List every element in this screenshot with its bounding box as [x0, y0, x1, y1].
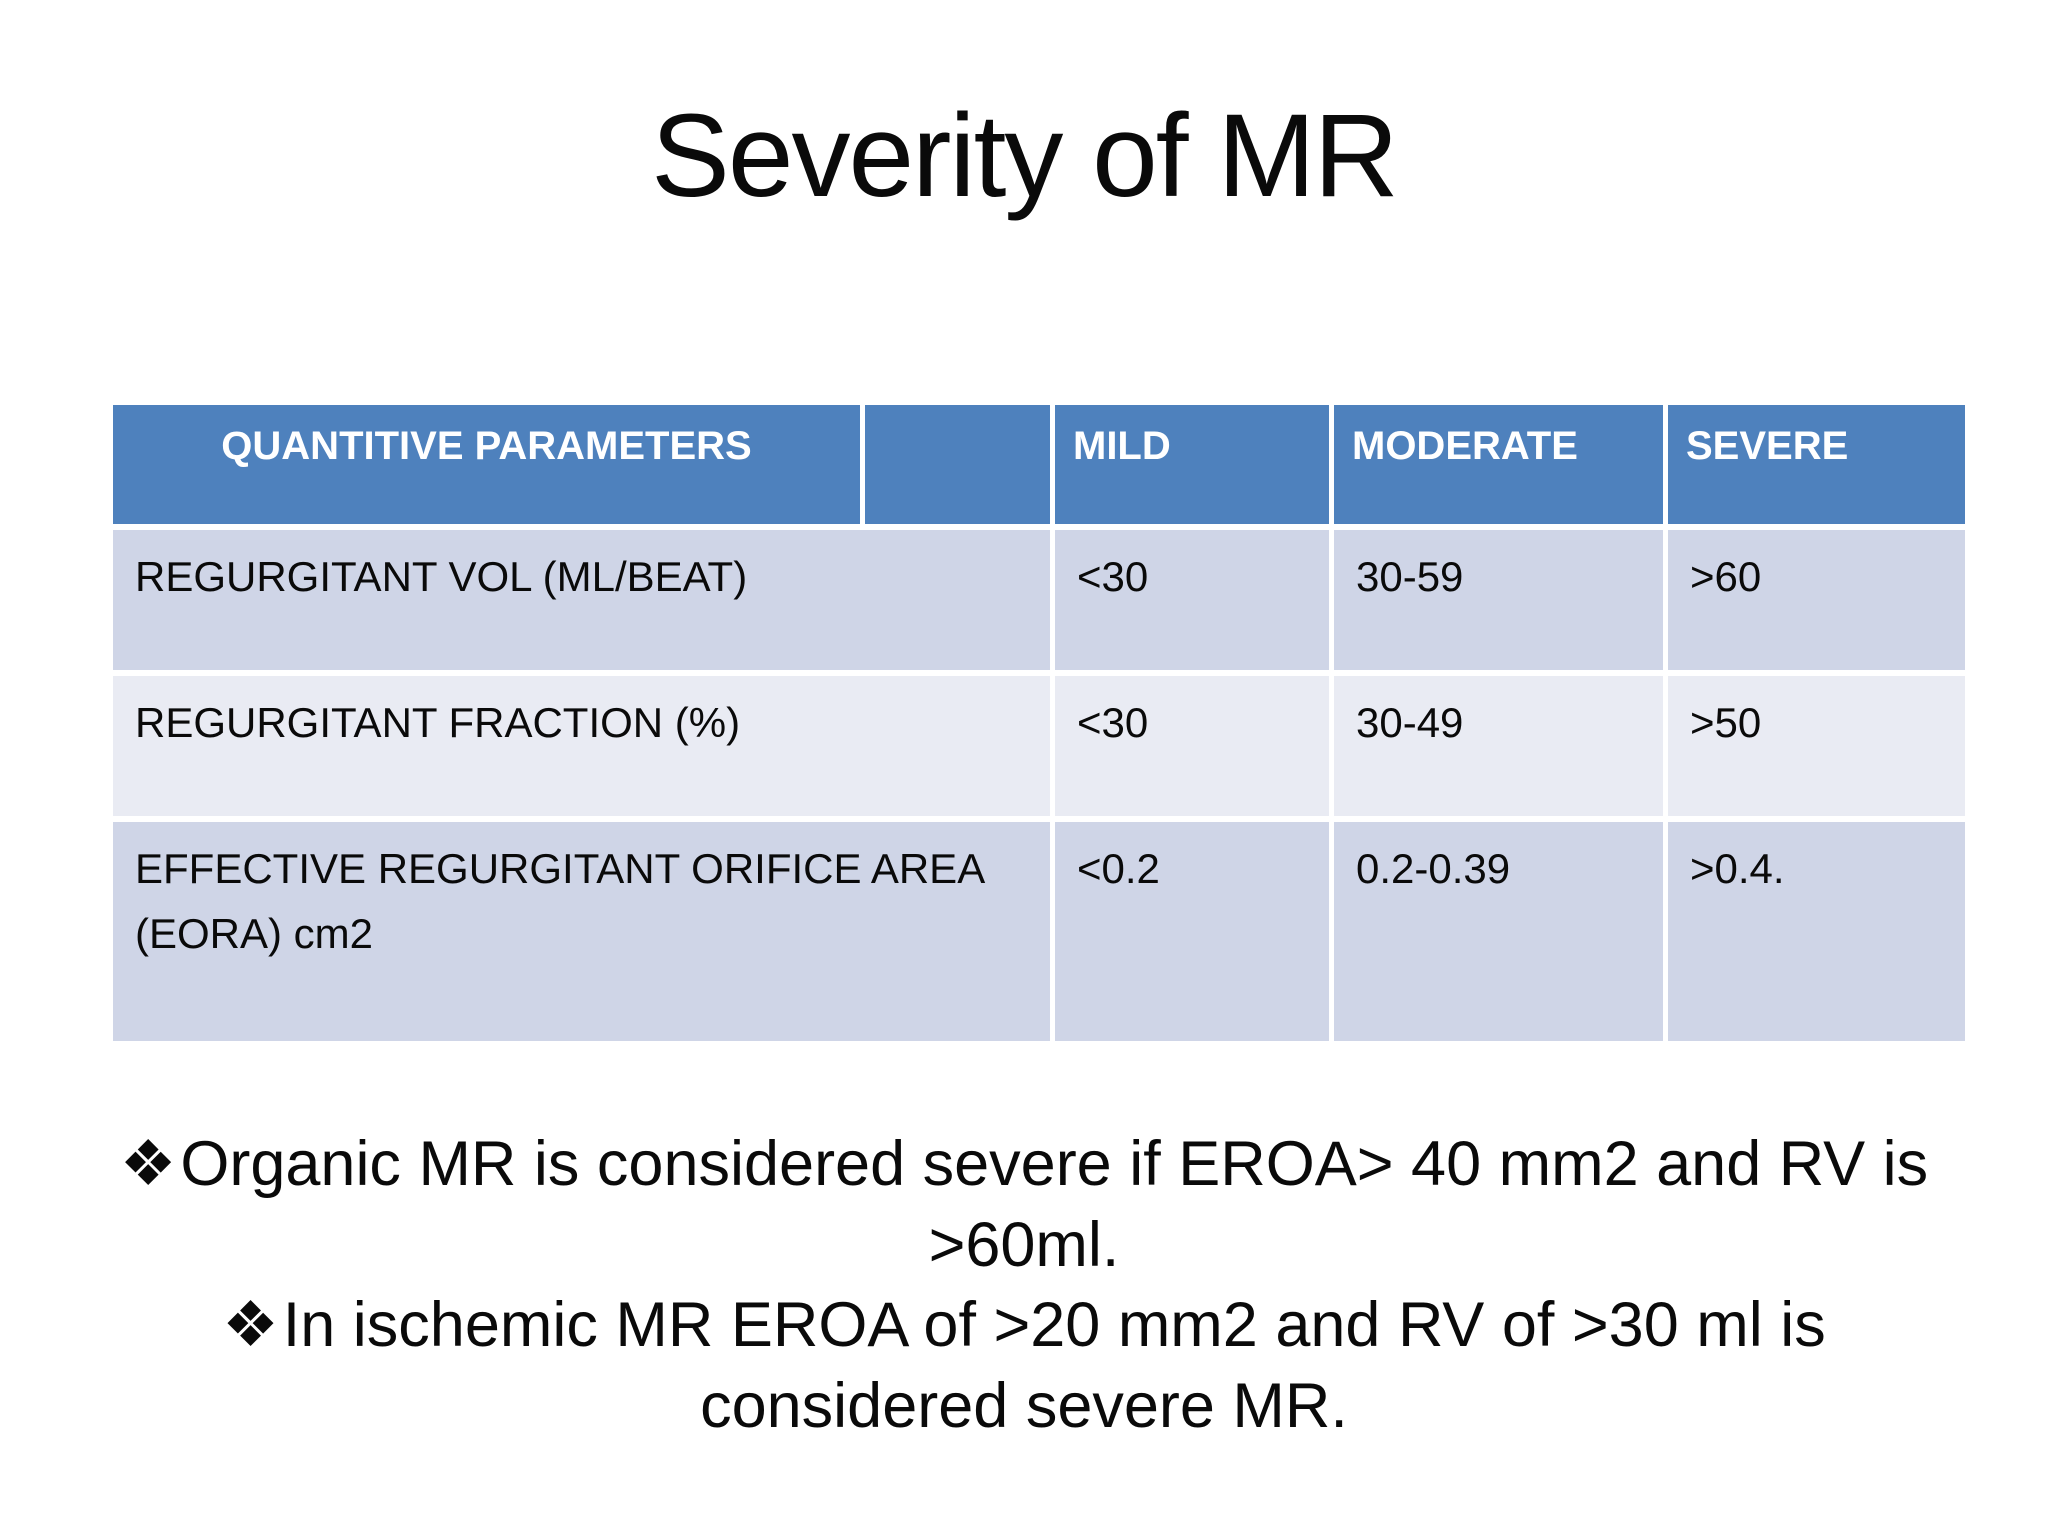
diamond-bullet-icon: ❖ [222, 1290, 279, 1361]
bullet-line: >60ml. [928, 1209, 1120, 1280]
cell-mild: <30 [1055, 530, 1334, 676]
table-row: EFFECTIVE REGURGITANT ORIFICE AREA (EORA… [113, 822, 1965, 1047]
table-row: REGURGITANT VOL (ML/BEAT) <30 30-59 >60 [113, 530, 1965, 676]
cell-severe: >60 [1668, 530, 1965, 676]
cell-parameter: REGURGITANT VOL (ML/BEAT) [113, 530, 1055, 676]
page-title: Severity of MR [651, 90, 1399, 222]
cell-moderate: 30-59 [1334, 530, 1668, 676]
bullet-line: ❖In ischemic MR EROA of >20 mm2 and RV o… [0, 1285, 2048, 1366]
bullet-item: ❖In ischemic MR EROA of >20 mm2 and RV o… [0, 1285, 2048, 1446]
bullet-text: In ischemic MR EROA of >20 mm2 and RV of… [282, 1290, 1826, 1361]
cell-moderate: 30-49 [1334, 676, 1668, 822]
cell-parameter: EFFECTIVE REGURGITANT ORIFICE AREA (EORA… [113, 822, 1055, 1047]
cell-mild: <30 [1055, 676, 1334, 822]
bullet-item: ❖Organic MR is considered severe if EROA… [0, 1124, 2048, 1285]
cell-severe: >50 [1668, 676, 1965, 822]
header-mild: MILD [1055, 405, 1334, 530]
notes-block: ❖Organic MR is considered severe if EROA… [0, 1124, 2048, 1447]
header-empty [865, 405, 1055, 530]
header-severe: SEVERE [1668, 405, 1965, 530]
table-row: REGURGITANT FRACTION (%) <30 30-49 >50 [113, 676, 1965, 822]
cell-moderate: 0.2-0.39 [1334, 822, 1668, 1047]
severity-table: QUANTITIVE PARAMETERS MILD MODERATE SEVE… [113, 405, 1965, 1047]
cell-severe: >0.4. [1668, 822, 1965, 1047]
bullet-line: considered severe MR. [700, 1370, 1348, 1441]
cell-parameter: REGURGITANT FRACTION (%) [113, 676, 1055, 822]
table-header-row: QUANTITIVE PARAMETERS MILD MODERATE SEVE… [113, 405, 1965, 530]
header-quantitive-parameters: QUANTITIVE PARAMETERS [113, 405, 865, 530]
diamond-bullet-icon: ❖ [119, 1129, 177, 1199]
cell-mild: <0.2 [1055, 822, 1334, 1047]
bullet-line: ❖Organic MR is considered severe if EROA… [0, 1124, 2048, 1205]
header-moderate: MODERATE [1334, 405, 1668, 530]
bullet-text: Organic MR is considered severe if EROA>… [180, 1129, 1929, 1199]
